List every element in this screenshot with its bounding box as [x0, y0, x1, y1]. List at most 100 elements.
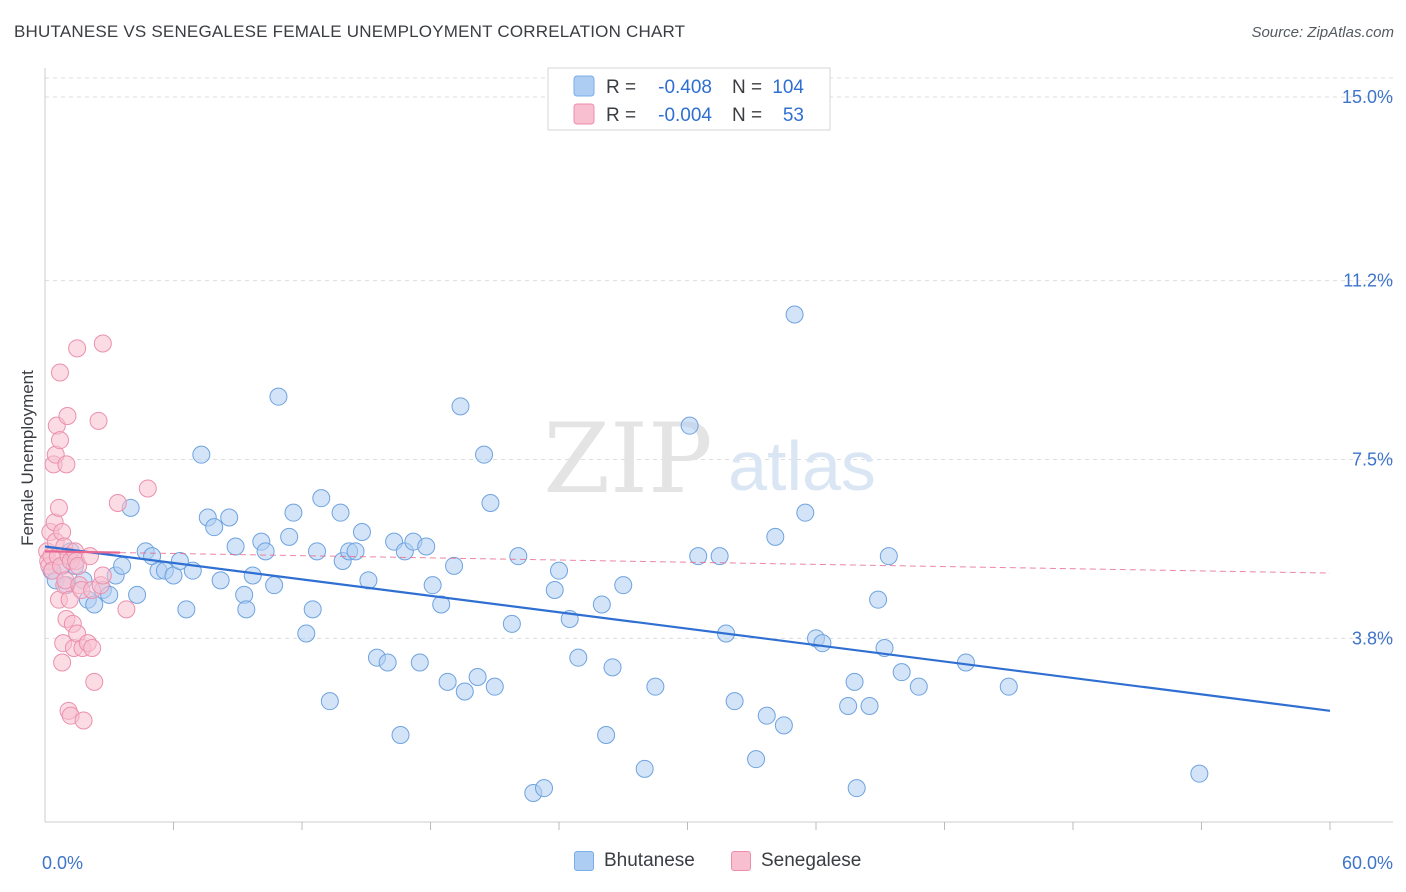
bhutanese-point-64 [475, 445, 494, 464]
y-tick-label-1: 7.5% [1352, 450, 1393, 470]
legend-r-label-bhutanese: R = [606, 77, 636, 98]
watermark: ZIP atlas [543, 403, 876, 515]
legend-swatch-senegalese [573, 103, 595, 125]
bhutanese-point-23 [192, 445, 211, 464]
senegalese-point-36 [68, 339, 87, 358]
legend-n-value-senegalese: 53 [783, 105, 804, 126]
senegalese-point-28 [60, 590, 79, 609]
stats-legend: R = -0.408 N = 104 R = -0.004 N = 53 [547, 67, 831, 131]
bhutanese-point-93 [813, 634, 832, 653]
bhutanese-point-34 [265, 576, 284, 595]
legend-marker-senegalese [731, 851, 751, 871]
senegalese-point-25 [58, 407, 77, 425]
senegalese-point-50 [93, 334, 112, 353]
bhutanese-point-42 [320, 692, 339, 711]
trend-lines [44, 545, 1331, 712]
bhutanese-point-63 [468, 668, 487, 686]
bhutanese-point-98 [869, 590, 888, 609]
series-senegalese-points [38, 334, 157, 730]
bhutanese-point-95 [845, 672, 864, 691]
legend-r-label-senegalese: R = [606, 105, 636, 126]
bhutanese-point-57 [423, 576, 442, 595]
bhutanese-point-82 [689, 547, 708, 566]
bhutanese-trend-line [44, 545, 1331, 712]
legend-n-value-bhutanese: 104 [772, 77, 804, 98]
senegalese-point-14 [50, 363, 69, 382]
bhutanese-point-33 [256, 542, 275, 561]
bhutanese-point-40 [307, 542, 326, 561]
bhutanese-point-94 [839, 697, 858, 715]
bhutanese-point-66 [485, 677, 504, 696]
bhutanese-point-35 [269, 387, 288, 406]
senegalese-point-49 [93, 566, 112, 585]
series-bhutanese-points [42, 305, 1209, 802]
legend-n-label-bhutanese: N = [732, 77, 762, 98]
watermark-atlas: atlas [728, 427, 876, 505]
bhutanese-point-61 [451, 397, 470, 416]
legend-label-bhutanese: Bhutanese [604, 850, 695, 871]
bhutanese-point-52 [391, 726, 410, 744]
bhutanese-point-87 [757, 706, 776, 725]
senegalese-trend-line-solid [44, 550, 120, 554]
bhutanese-point-72 [550, 561, 568, 580]
bhutanese-point-37 [284, 503, 303, 522]
bhutanese-point-60 [445, 556, 464, 575]
legend-item-bhutanese[interactable]: Bhutanese [574, 850, 695, 872]
stats-legend-frame [547, 67, 831, 131]
bhutanese-point-79 [635, 759, 654, 778]
senegalese-point-51 [108, 494, 127, 512]
bhutanese-point-28 [226, 537, 245, 556]
bhutanese-point-74 [569, 648, 588, 667]
bhutanese-point-77 [603, 658, 622, 677]
bhutanese-point-12 [113, 556, 132, 575]
bhutanese-point-65 [481, 494, 500, 512]
bhutanese-point-88 [766, 527, 785, 546]
legend-item-senegalese[interactable]: Senegalese [731, 850, 861, 872]
senegalese-point-12 [49, 498, 68, 517]
data-points [38, 305, 1209, 802]
legend-r-value-senegalese: -0.004 [658, 105, 712, 126]
senegalese-point-47 [89, 411, 108, 430]
bhutanese-point-89 [774, 716, 793, 735]
bhutanese-point-59 [438, 672, 457, 691]
senegalese-point-52 [117, 600, 136, 619]
y-tick-label-2: 11.2% [1343, 271, 1393, 291]
bhutanese-point-90 [785, 305, 804, 324]
bhutanese-point-100 [879, 547, 898, 566]
bhutanese-point-43 [331, 503, 350, 522]
chart-title: BHUTANESE VS SENEGALESE FEMALE UNEMPLOYM… [14, 22, 686, 41]
bhutanese-point-26 [211, 571, 230, 590]
bhutanese-point-81 [680, 416, 699, 435]
senegalese-point-44 [83, 639, 102, 657]
chart-source: Source: ZipAtlas.com [1251, 24, 1394, 41]
bhutanese-point-46 [346, 542, 365, 561]
bhutanese-point-86 [747, 750, 766, 769]
legend-n-label-senegalese: N = [732, 105, 762, 126]
senegalese-point-53 [138, 479, 157, 498]
bhutanese-point-78 [614, 576, 633, 595]
bhutanese-point-31 [243, 566, 262, 585]
bhutanese-point-71 [545, 581, 564, 599]
senegalese-trend-line-dashed [119, 552, 1331, 574]
bhutanese-point-21 [177, 600, 196, 619]
legend-marker-bhutanese [574, 851, 594, 871]
y-axis-label: Female Unemployment [18, 370, 37, 546]
y-tick-label-0: 3.8% [1352, 628, 1393, 648]
bhutanese-point-102 [909, 677, 928, 696]
bhutanese-point-25 [205, 518, 224, 537]
bhutanese-point-14 [128, 585, 147, 604]
senegalese-point-46 [85, 672, 104, 691]
bhutanese-point-91 [796, 503, 815, 522]
bhutanese-point-58 [432, 595, 451, 614]
bhutanese-point-105 [1190, 764, 1209, 783]
bhutanese-point-68 [509, 547, 528, 566]
axes [44, 68, 1393, 830]
senegalese-point-18 [53, 653, 72, 672]
senegalese-point-15 [50, 431, 69, 450]
x-tick-label-max: 60.0% [1342, 853, 1393, 873]
senegalese-point-41 [74, 711, 93, 730]
bhutanese-point-80 [646, 677, 665, 696]
y-tick-label-3: 15.0% [1342, 87, 1393, 107]
bhutanese-point-55 [410, 653, 429, 672]
